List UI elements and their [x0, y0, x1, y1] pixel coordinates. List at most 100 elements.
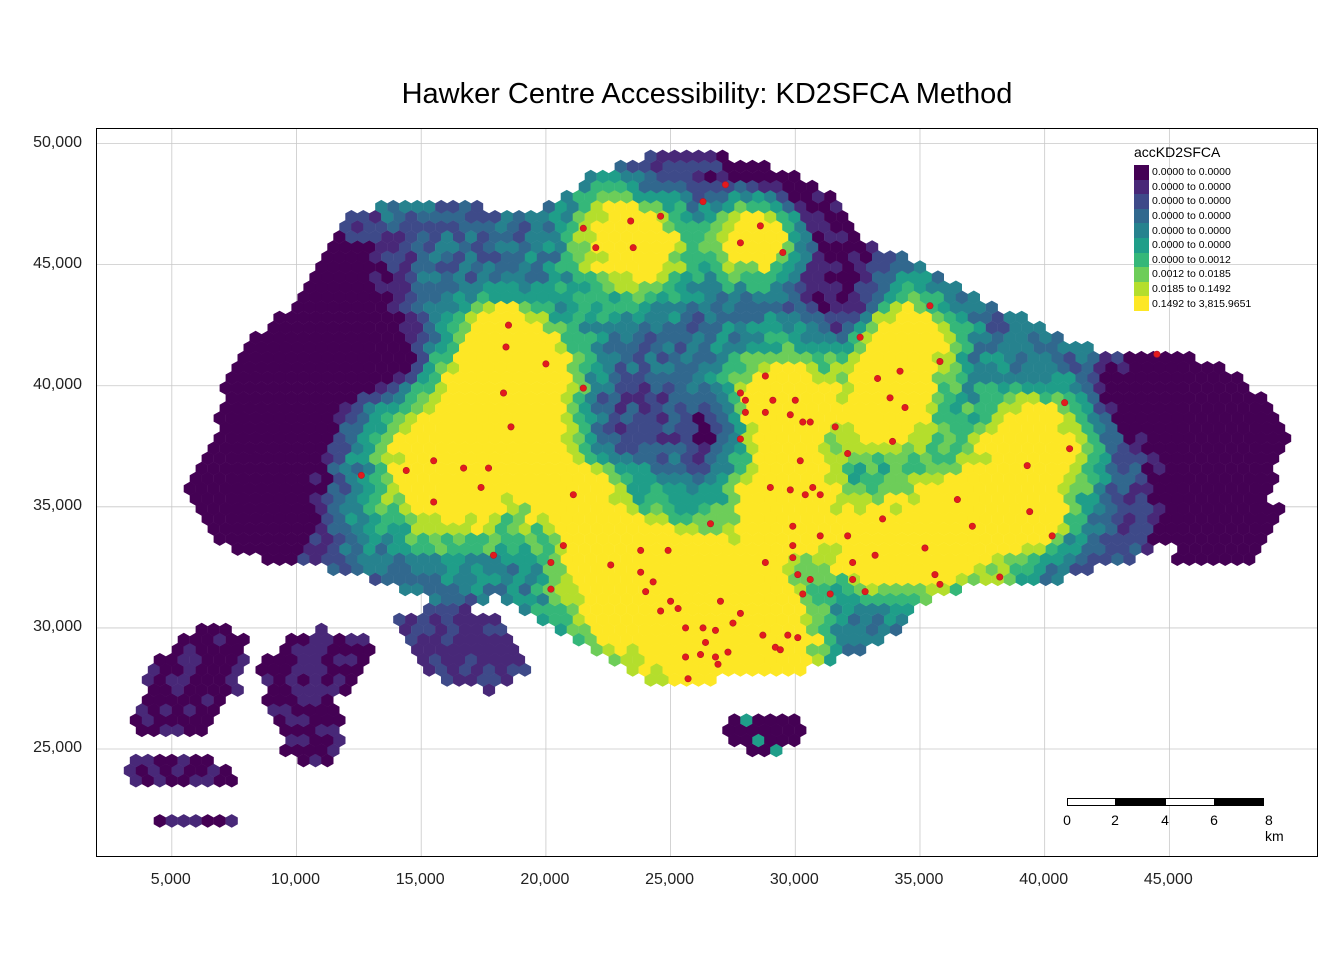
hex-cell — [291, 502, 304, 516]
hex-cell — [812, 371, 825, 385]
hex-cell — [327, 683, 340, 697]
hex-cell — [680, 210, 693, 224]
hawker-centre-point — [477, 483, 485, 491]
hex-cell — [1033, 361, 1046, 375]
hex-cell — [243, 421, 256, 436]
hex-cell — [309, 733, 322, 748]
hex-cell — [824, 431, 837, 446]
hex-cell — [321, 713, 334, 728]
hex-cell — [500, 451, 514, 466]
hex-cell — [548, 471, 561, 486]
hex-cell — [788, 310, 801, 325]
hawker-centre-point — [697, 651, 705, 659]
hex-cell — [417, 512, 430, 526]
hex-cell — [279, 381, 292, 395]
hex-cell — [375, 199, 388, 214]
hex-cell — [1153, 381, 1166, 395]
hex-cell — [195, 502, 208, 516]
hex-cell — [656, 391, 669, 405]
hex-cell — [925, 542, 939, 556]
hex-cell — [722, 240, 735, 254]
hex-cell — [722, 381, 735, 395]
hex-cell — [740, 512, 753, 526]
hex-cell — [644, 653, 657, 667]
hex-cell — [842, 421, 855, 436]
hex-cell — [357, 411, 370, 425]
hex-cell — [943, 330, 956, 345]
map-panel[interactable] — [96, 128, 1318, 857]
hex-cell — [812, 431, 825, 446]
hex-cell — [518, 280, 532, 295]
hex-cell — [662, 642, 675, 657]
hex-cell — [620, 310, 633, 325]
hex-cell — [453, 290, 466, 305]
hex-cell — [943, 512, 956, 526]
hex-cell — [572, 572, 585, 587]
hex-cell — [554, 381, 567, 395]
hex-cell — [728, 512, 741, 526]
hex-cell — [524, 471, 537, 486]
hex-cell — [393, 270, 406, 285]
hex-cell — [883, 592, 897, 607]
hex-cell — [363, 320, 376, 335]
hex-cell — [524, 532, 537, 546]
hex-cell — [638, 602, 651, 617]
hex-cell — [399, 220, 412, 234]
hex-cell — [225, 673, 238, 687]
hex-cell — [878, 320, 891, 335]
hex-cell — [351, 381, 364, 395]
hex-cell — [471, 361, 484, 375]
hex-cell — [686, 421, 699, 436]
hex-cell — [979, 512, 992, 526]
hex-cell — [644, 391, 657, 405]
legend: accKD2SFCA 0.0000 to 0.0000 0.0000 to 0.0… — [1134, 144, 1251, 311]
hex-cell — [471, 340, 484, 355]
hex-cell — [482, 320, 496, 335]
hex-cell — [357, 350, 370, 365]
hex-cell — [650, 562, 663, 577]
hex-cell — [860, 350, 873, 365]
hawker-centre-point — [684, 675, 692, 683]
hex-cell — [1183, 431, 1196, 446]
hex-cell — [441, 512, 454, 526]
hex-cell — [141, 773, 154, 788]
hex-cell — [818, 300, 831, 315]
hex-cell — [596, 552, 609, 566]
hex-cell — [644, 290, 657, 305]
hex-cell — [345, 411, 358, 425]
map-canvas[interactable] — [97, 129, 1318, 857]
hex-cell — [1111, 371, 1124, 385]
hex-cell — [955, 512, 968, 526]
hex-cell — [1249, 522, 1262, 536]
hex-cell — [830, 642, 843, 657]
hex-cell — [1141, 441, 1154, 456]
hex-cell — [728, 350, 741, 365]
hex-cell — [315, 381, 328, 395]
hex-cell — [267, 361, 280, 375]
hex-cell — [536, 210, 549, 224]
hex-cell — [1033, 320, 1046, 335]
hex-cell — [710, 280, 723, 295]
hex-cell — [806, 361, 819, 375]
hex-cell — [1045, 381, 1058, 395]
hex-cell — [225, 391, 238, 405]
hex-cell — [405, 270, 418, 285]
hex-cell — [698, 260, 711, 274]
hex-cell — [453, 491, 466, 506]
hex-cell — [1087, 532, 1100, 546]
hex-cell — [1231, 491, 1244, 506]
hex-cell — [315, 401, 328, 415]
hex-cell — [447, 542, 460, 556]
hex-cell — [506, 522, 520, 536]
hex-cell — [812, 210, 825, 224]
hex-cell — [393, 552, 406, 566]
hex-cell — [662, 361, 675, 375]
hex-cell — [770, 401, 783, 415]
hex-cell — [387, 300, 400, 315]
hex-cell — [554, 602, 567, 617]
hex-cell — [225, 411, 238, 425]
hex-cell — [494, 461, 508, 476]
hex-cell — [1141, 502, 1154, 516]
hex-cell — [812, 471, 825, 486]
hex-cell — [937, 502, 950, 516]
